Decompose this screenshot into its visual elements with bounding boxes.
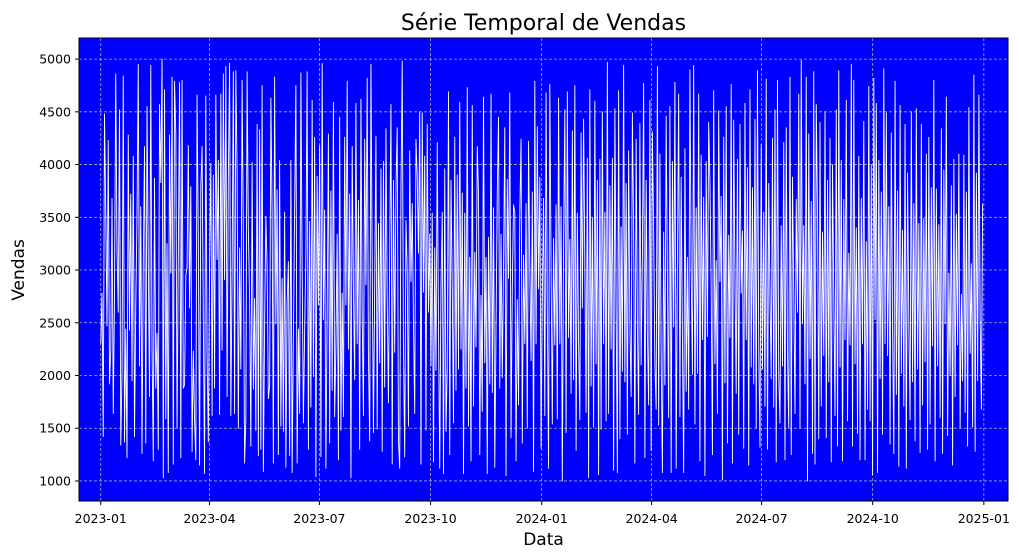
y-axis-ticks: 1000 1500 2000 2500 3000 3500 4000 4500 5000 bbox=[39, 52, 79, 488]
y-tick-label: 4500 bbox=[39, 104, 71, 119]
y-tick-label: 5000 bbox=[39, 52, 71, 67]
x-axis-ticks: 2023-01 2023-04 2023-07 2023-10 2024-01 2024-… bbox=[75, 501, 1010, 526]
chart-title: Série Temporal de Vendas bbox=[401, 11, 686, 36]
y-tick-label: 2000 bbox=[39, 368, 71, 383]
y-axis-label: Vendas bbox=[9, 239, 29, 301]
x-tick-label: 2023-10 bbox=[404, 511, 456, 526]
x-tick-label: 2024-07 bbox=[735, 511, 787, 526]
y-tick-label: 3000 bbox=[39, 263, 71, 278]
y-tick-label: 1000 bbox=[39, 473, 71, 488]
series-layer bbox=[100, 58, 984, 482]
series-line bbox=[100, 58, 984, 482]
x-tick-label: 2024-04 bbox=[626, 511, 678, 526]
x-tick-label: 2024-10 bbox=[847, 511, 899, 526]
y-tick-label: 4000 bbox=[39, 157, 71, 172]
x-tick-label: 2025-01 bbox=[958, 511, 1010, 526]
x-tick-label: 2023-04 bbox=[183, 511, 235, 526]
x-tick-label: 2023-07 bbox=[293, 511, 345, 526]
y-tick-label: 3500 bbox=[39, 210, 71, 225]
plot-frame bbox=[78, 37, 1009, 502]
x-axis-label: Data bbox=[523, 530, 564, 550]
y-tick-label: 1500 bbox=[39, 421, 71, 436]
x-tick-label: 2024-01 bbox=[516, 511, 568, 526]
y-tick-label: 2500 bbox=[39, 315, 71, 330]
x-tick-label: 2023-01 bbox=[75, 511, 127, 526]
